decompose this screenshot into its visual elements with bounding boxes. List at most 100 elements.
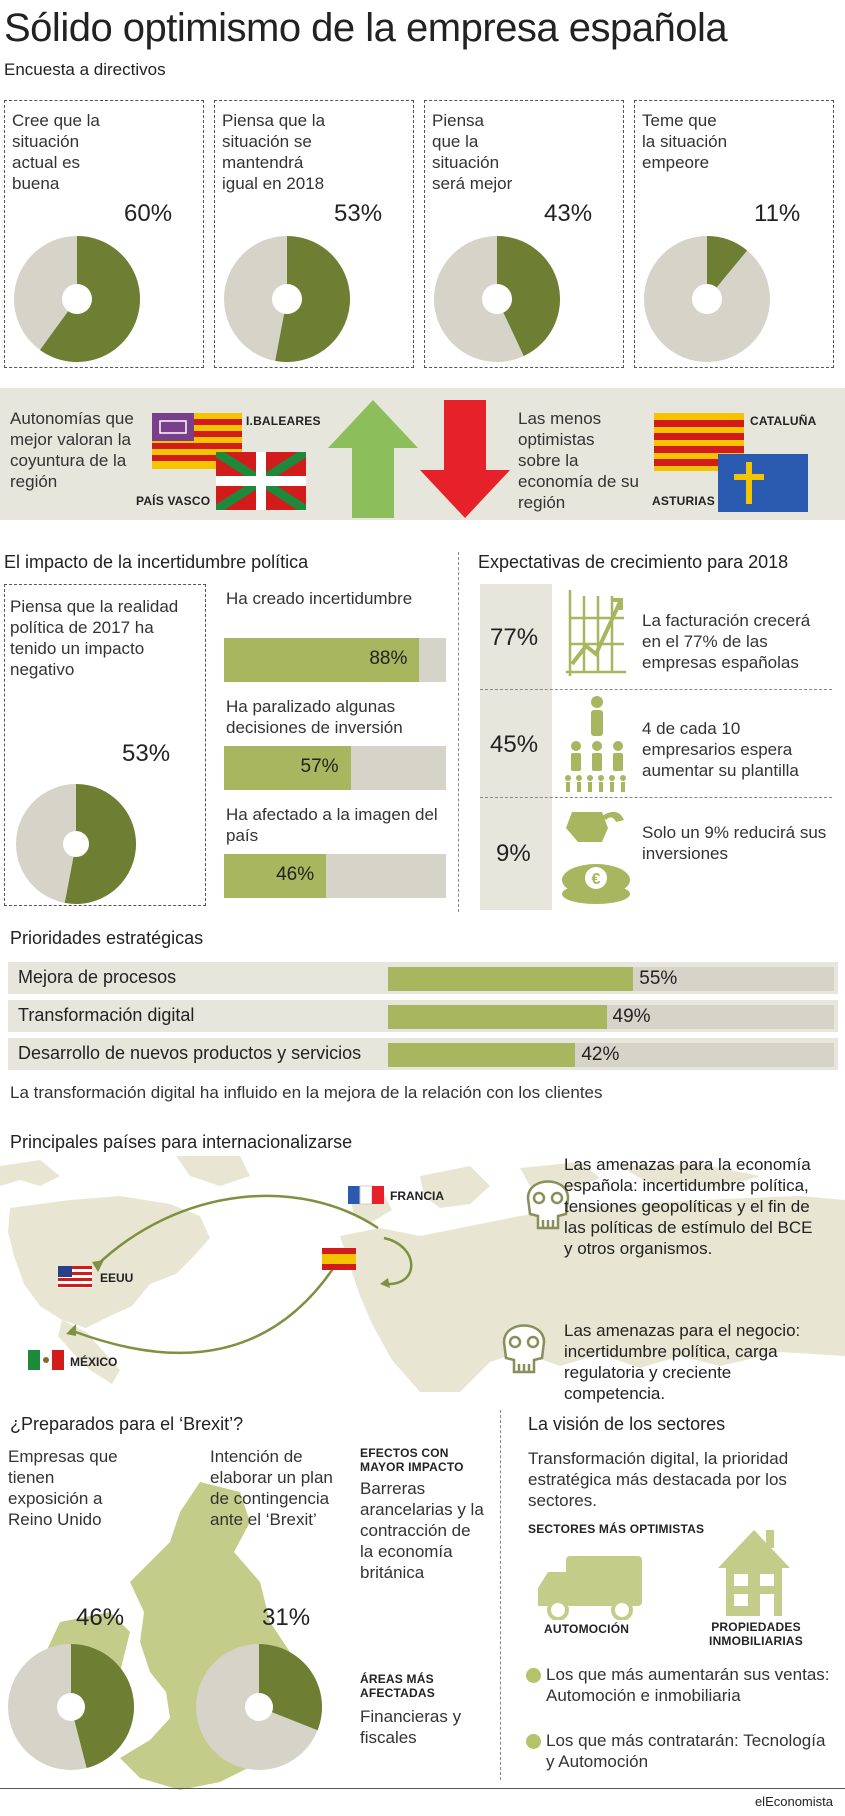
- pie-hole: [245, 1693, 273, 1721]
- politics-box-text: Piensa que la realidad política de 2017 …: [10, 597, 179, 679]
- threat-economy-text: Las amenazas para la economía española: …: [564, 1155, 813, 1258]
- threat-business-text: Las amenazas para el negocio: incertidum…: [564, 1321, 801, 1403]
- brexit-mid-text: Intención de elaborar un plan de conting…: [210, 1447, 333, 1529]
- survey-donut: [644, 236, 770, 362]
- down-arrow-icon: [420, 400, 510, 518]
- baleares-label: I.BALEARES: [246, 414, 321, 428]
- pie-hole: [63, 831, 89, 857]
- pie-slice-value: [707, 236, 748, 299]
- pais-vasco-flag: [216, 452, 306, 510]
- brexit-left-donut: [8, 1644, 135, 1770]
- priority-bar-value: 42%: [581, 1044, 620, 1065]
- growth-pct-2: 45%: [490, 731, 539, 758]
- pie-slice-value: [275, 236, 350, 362]
- sectors-intro: Transformación digital, la prioridad est…: [528, 1449, 789, 1510]
- survey-label: Cree que la situación actual es buena: [12, 111, 100, 193]
- brexit-divider: [500, 1410, 501, 1780]
- politics-donut: [16, 784, 136, 904]
- politics-bar-label: Ha creado incertidumbre: [226, 589, 413, 608]
- survey-donut: [434, 236, 560, 362]
- house-icon: [718, 1530, 790, 1616]
- brexit-title: ¿Preparados para el ‘Brexit’?: [10, 1414, 244, 1434]
- politics-box-pct: 53%: [122, 740, 171, 767]
- survey-label: Teme que la situación empeore: [642, 111, 728, 172]
- politics-bar-fill: [224, 854, 327, 898]
- survey-box: [634, 100, 834, 368]
- brexit-areas-text: Financieras y fiscales: [360, 1707, 462, 1747]
- bullet-icon: [526, 1734, 541, 1749]
- survey-subtitle: Encuesta a directivos: [4, 60, 166, 79]
- countries-title: Principales países para internacionaliza…: [10, 1132, 353, 1152]
- growth-divider-1: [480, 689, 832, 690]
- regions-worst-text: Las menos optimistas sobre la economía d…: [518, 409, 639, 512]
- pie-slice-value: [497, 236, 560, 357]
- growth-pct-column: [480, 584, 552, 910]
- section-divider: [458, 552, 459, 912]
- people-icon: [565, 696, 626, 792]
- brexit-effects-title: EFECTOS CON MAYOR IMPACTO: [360, 1446, 464, 1474]
- survey-box: [214, 100, 414, 368]
- survey-donut: [14, 236, 140, 362]
- growth-chart-icon: [566, 590, 626, 676]
- pie-slice-value: [64, 784, 136, 904]
- politics-title: El impacto de la incertidumbre política: [4, 552, 309, 572]
- priority-bar-fill: [388, 1005, 607, 1029]
- sector-label-automocion: AUTOMOCIÓN: [544, 1622, 630, 1636]
- brexit-left-pct: 46%: [76, 1604, 125, 1631]
- survey-box: [424, 100, 624, 368]
- sector-label-inmobiliarias: PROPIEDADES INMOBILIARIAS: [709, 1620, 803, 1648]
- survey-pct: 53%: [334, 200, 383, 227]
- regions-best-text: Autonomías que mejor valoran la coyuntur…: [10, 409, 134, 491]
- priorities-title: Prioridades estratégicas: [10, 928, 204, 948]
- brexit-mid-pct: 31%: [262, 1604, 311, 1631]
- priority-bar-track: 49%: [388, 1005, 834, 1029]
- politics-bar-value: 46%: [276, 864, 315, 885]
- pie-hole: [62, 284, 92, 314]
- growth-divider-2: [480, 797, 832, 798]
- priority-label: Transformación digital: [18, 1005, 195, 1025]
- brexit-mid-donut: [196, 1644, 322, 1770]
- cataluna-flag: [654, 413, 744, 471]
- survey-label: Piensa que la situación será mejor: [432, 111, 513, 193]
- coin-icon: €: [562, 811, 630, 904]
- footer-rule: [0, 1788, 845, 1789]
- pie-hole: [57, 1693, 85, 1721]
- baleares-flag: [152, 413, 242, 469]
- survey-pct: 11%: [754, 200, 801, 227]
- brexit-areas-title: ÁREAS MÁS AFECTADAS: [360, 1672, 435, 1700]
- footer-brand: elEconomista: [754, 1794, 833, 1809]
- brexit-left-text: Empresas que tienen exposición a Reino U…: [8, 1447, 118, 1529]
- skull-icon-business: [502, 1324, 546, 1374]
- survey-donut: [224, 236, 350, 362]
- politics-bar-label: Ha paralizado algunas decisiones de inve…: [226, 697, 403, 737]
- priority-bar-fill: [388, 1043, 576, 1067]
- cataluna-label: CATALUÑA: [750, 414, 817, 428]
- world-map: FRANCIA EEUU MÉXICO: [0, 1156, 845, 1392]
- sectors-title: La visión de los sectores: [528, 1414, 726, 1434]
- priority-bar-track: 42%: [388, 1043, 834, 1067]
- growth-title: Expectativas de crecimiento para 2018: [478, 552, 789, 572]
- page-title: Sólido optimismo de la empresa española: [4, 6, 728, 50]
- up-arrow-icon: [328, 400, 418, 518]
- growth-pct-1: 77%: [490, 624, 539, 651]
- priority-label: Desarrollo de nuevos productos y servici…: [18, 1043, 362, 1063]
- survey-pct: 43%: [544, 200, 593, 227]
- pais-vasco-label: PAÍS VASCO: [136, 494, 211, 508]
- brexit-effects-text: Barreras arancelarias y la contracción d…: [360, 1479, 484, 1582]
- politics-bar-fill: [224, 746, 351, 790]
- survey-box: [4, 100, 204, 368]
- priorities-note: La transformación digital ha influido en…: [10, 1083, 603, 1102]
- country-label-francia: FRANCIA: [390, 1189, 444, 1203]
- politics-box: [4, 584, 206, 906]
- priority-bar-value: 55%: [639, 968, 678, 989]
- priority-bar-track: 55%: [388, 967, 834, 991]
- truck-icon: [538, 1556, 642, 1620]
- sectors-bullet-2: Los que más contratarán: Tecnología y Au…: [546, 1731, 826, 1771]
- skull-icon-economy: [526, 1180, 570, 1230]
- pie-hole: [482, 284, 512, 314]
- priority-bar-fill: [388, 967, 634, 991]
- politics-bar-fill: [224, 638, 420, 682]
- growth-text-1: La facturación crecerá en el 77% de las …: [642, 611, 811, 672]
- pie-slice-value: [259, 1644, 322, 1731]
- survey-pct: 60%: [124, 200, 173, 227]
